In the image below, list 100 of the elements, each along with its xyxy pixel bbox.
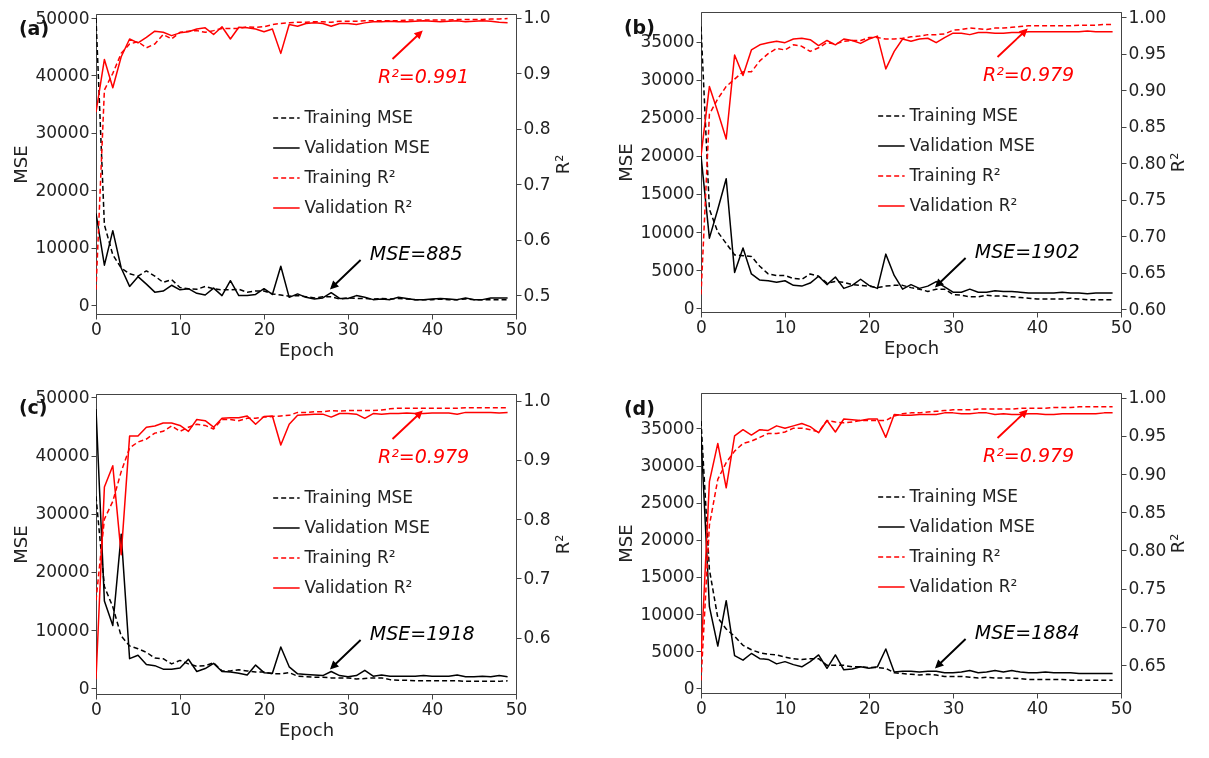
x-tick-label: 50 — [1110, 697, 1133, 718]
legend-label: Validation R² — [909, 576, 1018, 596]
legend-label: Validation MSE — [304, 517, 430, 537]
y2-tick-label: 0.65 — [1128, 654, 1167, 675]
y-tick-label: 0 — [683, 677, 695, 698]
y2-tick-label: 0.90 — [1128, 463, 1167, 484]
x-tick-label: 50 — [1110, 316, 1133, 337]
y-axis-title: MSE — [615, 524, 637, 563]
x-axis-title: Epoch — [278, 718, 335, 740]
legend-label: Training R² — [908, 546, 1001, 566]
x-tick-label: 30 — [942, 316, 965, 337]
y-tick-label: 40000 — [35, 64, 90, 85]
y2-tick-label: 0.65 — [1128, 262, 1167, 283]
legend-label: Training MSE — [908, 105, 1019, 125]
y2-tick-label: 0.60 — [1128, 298, 1167, 319]
annotation: R²=0.979 — [983, 63, 1075, 85]
y2-tick-label: 0.5 — [523, 284, 551, 305]
chart-title: (d) — [623, 396, 655, 419]
y2-tick-label: 0.80 — [1128, 539, 1167, 560]
annotation: MSE=1884 — [974, 621, 1080, 643]
y2-tick-label: 1.00 — [1128, 6, 1167, 27]
y-axis-title: MSE — [10, 145, 32, 184]
y2-tick-label: 0.8 — [523, 508, 551, 529]
y-tick-label: 35000 — [640, 417, 695, 438]
y2-tick-label: 0.95 — [1128, 425, 1167, 446]
legend-label: Validation MSE — [909, 516, 1035, 536]
x-tick-label: 20 — [253, 318, 276, 339]
y-tick-label: 20000 — [640, 529, 695, 550]
y2-tick-label: 1.00 — [1128, 387, 1167, 408]
legend-label: Validation R² — [909, 195, 1018, 215]
x-tick-label: 30 — [337, 318, 360, 339]
y-tick-label: 30000 — [35, 503, 90, 524]
y-tick-label: 10000 — [35, 237, 90, 258]
y-tick-label: 10000 — [640, 603, 695, 624]
legend-label: Validation R² — [304, 577, 413, 597]
x-tick-label: 10 — [169, 698, 192, 719]
x-tick-label: 40 — [421, 318, 444, 339]
y2-tick-label: 0.9 — [523, 449, 551, 470]
x-tick-label: 50 — [505, 698, 528, 719]
annotation: MSE=1902 — [974, 240, 1080, 262]
y2-axis-title: R² — [551, 154, 573, 175]
y-tick-label: 5000 — [651, 640, 695, 661]
y-tick-label: 5000 — [651, 259, 695, 280]
y-axis-title: MSE — [10, 525, 32, 564]
x-axis-title: Epoch — [883, 336, 940, 358]
y2-axis-title: R² — [1167, 533, 1189, 554]
x-tick-label: 50 — [505, 318, 528, 339]
y2-tick-label: 0.75 — [1128, 578, 1167, 599]
y-tick-label: 20000 — [640, 145, 695, 166]
x-tick-label: 20 — [858, 697, 881, 718]
y-tick-label: 10000 — [640, 221, 695, 242]
y-tick-label: 10000 — [35, 619, 90, 640]
y-tick-label: 15000 — [640, 566, 695, 587]
y-tick-label: 30000 — [640, 69, 695, 90]
legend-label: Validation R² — [304, 197, 413, 217]
x-axis-title: Epoch — [883, 717, 940, 739]
x-tick-label: 20 — [253, 698, 276, 719]
x-tick-label: 40 — [421, 698, 444, 719]
legend-label: Training MSE — [908, 486, 1019, 506]
y2-tick-label: 0.7 — [523, 173, 551, 194]
annotation: MSE=885 — [369, 242, 463, 264]
y-axis-title: MSE — [615, 143, 637, 182]
y-tick-label: 15000 — [640, 183, 695, 204]
x-axis-title: Epoch — [278, 338, 335, 360]
annotation: R²=0.991 — [378, 65, 470, 87]
legend-label: Training R² — [303, 167, 396, 187]
y2-tick-label: 0.7 — [523, 567, 551, 588]
annotation: R²=0.979 — [378, 445, 470, 467]
y2-tick-label: 0.90 — [1128, 79, 1167, 100]
y-tick-label: 0 — [78, 677, 90, 698]
y2-tick-label: 0.75 — [1128, 189, 1167, 210]
legend-label: Training R² — [908, 165, 1001, 185]
y2-tick-label: 0.85 — [1128, 116, 1167, 137]
y-tick-label: 20000 — [35, 561, 90, 582]
x-tick-label: 10 — [169, 318, 192, 339]
legend-label: Training R² — [303, 547, 396, 567]
y-tick-label: 25000 — [640, 492, 695, 513]
x-tick-label: 30 — [942, 697, 965, 718]
y2-tick-label: 0.8 — [523, 118, 551, 139]
y2-tick-label: 0.95 — [1128, 43, 1167, 64]
legend-label: Validation MSE — [909, 135, 1035, 155]
y-tick-label: 30000 — [35, 122, 90, 143]
y2-tick-label: 0.6 — [523, 627, 551, 648]
y2-tick-label: 1.0 — [523, 7, 551, 28]
legend-label: Training MSE — [303, 107, 414, 127]
y-tick-label: 25000 — [640, 107, 695, 128]
x-tick-label: 40 — [1026, 316, 1049, 337]
y2-tick-label: 1.0 — [523, 390, 551, 411]
y-tick-label: 30000 — [640, 455, 695, 476]
x-tick-label: 20 — [858, 316, 881, 337]
x-tick-label: 30 — [337, 698, 360, 719]
annotation: MSE=1918 — [369, 622, 475, 644]
legend-label: Validation MSE — [304, 137, 430, 157]
x-tick-label: 40 — [1026, 697, 1049, 718]
y2-tick-label: 0.80 — [1128, 152, 1167, 173]
y2-axis-title: R² — [1167, 152, 1189, 173]
annotation: R²=0.979 — [983, 444, 1075, 466]
y2-axis-title: R² — [551, 534, 573, 555]
y-tick-label: 0 — [683, 297, 695, 318]
y-tick-label: 20000 — [35, 179, 90, 200]
